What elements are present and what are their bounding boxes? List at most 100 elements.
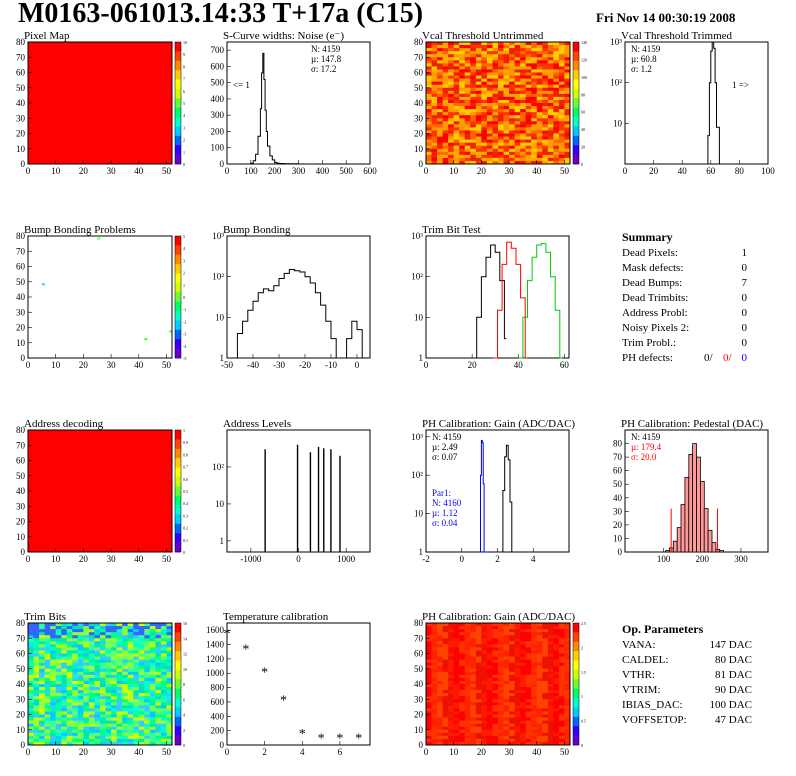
heatmap-cell <box>459 702 466 706</box>
heatmap-cell <box>542 81 549 86</box>
heatmap-cell <box>160 659 167 664</box>
heatmap-cell <box>525 629 532 633</box>
heatmap-cell <box>442 635 449 639</box>
heatmap-cell <box>116 708 123 712</box>
heatmap-cell <box>492 109 499 113</box>
heatmap-cell <box>542 84 549 89</box>
palette-swatch <box>573 726 579 736</box>
heatmap-cell <box>459 644 466 648</box>
heatmap-cell <box>426 671 432 676</box>
stat-line: σ: 1.2 <box>631 64 652 74</box>
heatmap-cell <box>453 626 460 630</box>
heatmap-cell <box>66 635 73 639</box>
heatmap-cell <box>553 124 560 128</box>
heatmap-cell <box>166 647 173 651</box>
heatmap-cell <box>525 51 532 55</box>
heatmap-cell <box>72 632 79 636</box>
heatmap-cell <box>39 653 46 657</box>
heatmap-cell <box>66 677 73 682</box>
heatmap-cell <box>492 735 499 740</box>
heatmap-cell <box>481 653 488 657</box>
heatmap-cell <box>437 720 444 725</box>
heatmap-cell <box>553 684 560 688</box>
heatmap-cell <box>94 690 101 694</box>
heatmap-cell <box>33 638 40 642</box>
page-title: M0163-061013.14:33 T+17a (C15) <box>18 0 424 29</box>
heatmap-cell <box>33 708 40 712</box>
heatmap-cell <box>481 157 488 162</box>
palette-swatch <box>175 329 181 340</box>
heatmap-cells <box>426 42 571 165</box>
heatmap-cell <box>149 623 156 627</box>
palette-tick-label: 8 <box>183 64 185 69</box>
heatmap-cell <box>39 729 46 734</box>
heatmap-cell <box>558 659 565 664</box>
heatmap-cell <box>558 723 565 728</box>
heatmap-cell <box>453 714 460 718</box>
heatmap-cell <box>133 690 140 694</box>
heatmap-cell <box>44 668 51 673</box>
heatmap-cell <box>536 124 543 128</box>
heatmap-cell <box>111 665 118 670</box>
heatmap-cell <box>564 680 571 685</box>
heatmap-cell <box>28 668 34 673</box>
heatmap-cell <box>475 662 482 667</box>
heatmap-cell <box>111 623 118 627</box>
x-tick-label: 200 <box>268 166 282 176</box>
y-tick-label: 70 <box>16 52 26 62</box>
heatmap-cell <box>431 96 438 101</box>
heatmap-cell <box>88 641 95 645</box>
heatmap-cell <box>514 133 521 137</box>
y-tick-label: 10² <box>610 78 622 88</box>
y-tick-label: 10³ <box>411 432 423 442</box>
heatmap-cell <box>564 626 571 630</box>
heatmap-cell <box>55 702 62 706</box>
heatmap-cell <box>116 629 123 633</box>
plot-frame <box>226 41 371 165</box>
heatmap-cell <box>111 632 118 636</box>
palette-tick-label: 1 <box>581 694 583 699</box>
heatmap-cell <box>437 130 444 134</box>
heatmap-cell <box>525 112 532 116</box>
heatmap-cell <box>44 656 51 660</box>
heatmap-cell <box>448 653 455 657</box>
heatmap-cell <box>520 732 527 737</box>
heatmap-cell <box>100 668 106 673</box>
heatmap-cell <box>155 726 162 731</box>
heatmap-cell <box>470 127 477 131</box>
heatmap-cell <box>470 626 477 630</box>
palette-frame <box>174 235 182 359</box>
chart-title: Temperature calibration <box>223 611 329 623</box>
heatmap-cell <box>100 729 106 734</box>
heatmap-cell <box>33 729 40 734</box>
heatmap-cell <box>88 662 95 667</box>
heatmap-cell <box>547 729 554 734</box>
heatmap-cell <box>149 638 156 642</box>
heatmap-cell <box>531 75 538 79</box>
heatmap-cell <box>138 626 145 630</box>
heatmap-cell <box>72 696 79 700</box>
heatmap-cell <box>100 671 106 676</box>
heatmap-cell <box>536 81 543 86</box>
heatmap-cell <box>448 650 455 654</box>
heatmap-cell <box>503 671 510 676</box>
heatmap-cell <box>453 653 460 657</box>
chart-title: Bump Bonding Problems <box>24 224 136 236</box>
heatmap-cell <box>88 735 95 740</box>
heatmap-cell <box>492 133 499 137</box>
palette-tick-label: -5 <box>183 356 186 361</box>
heatmap-cell <box>553 121 560 125</box>
heatmap-cell <box>553 136 560 140</box>
heatmap-cell <box>166 659 173 664</box>
heatmap-cell <box>509 647 516 651</box>
heatmap-cell <box>520 57 527 61</box>
heatmap-cell <box>503 103 510 107</box>
heatmap-cell <box>442 133 449 137</box>
heatmap-cell <box>481 84 488 89</box>
heatmap-cell <box>520 729 527 734</box>
heatmap-cell <box>470 635 477 639</box>
heatmap-cell <box>448 45 455 49</box>
heatmap-cell <box>475 75 482 79</box>
heatmap-cell <box>442 723 449 728</box>
